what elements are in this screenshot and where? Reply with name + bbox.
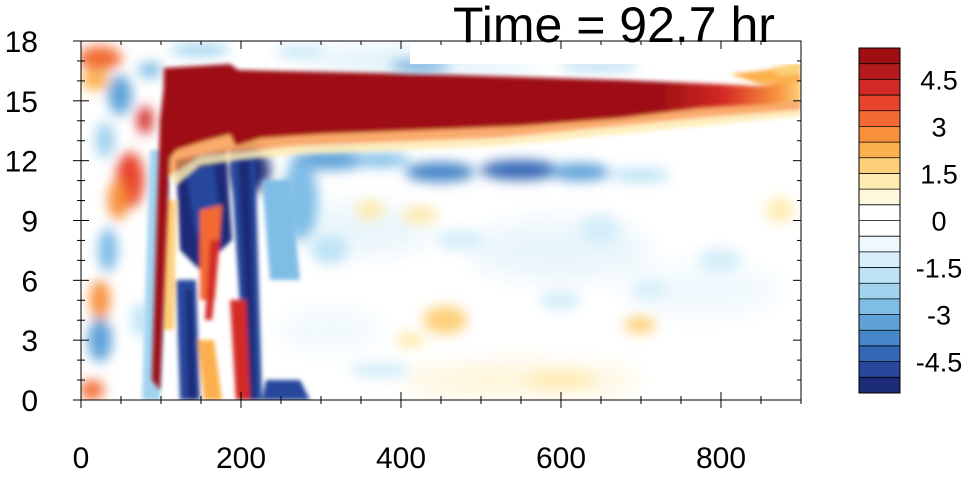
title-background (410, 0, 830, 64)
y-axis: 0 3 6 9 12 15 18 (5, 26, 801, 418)
y-tick-label: 12 (5, 146, 38, 179)
colorbar-swatch (859, 157, 900, 174)
chart-title: Time = 92.7 hr (453, 0, 775, 53)
colorbar-tick-label: 0 (931, 207, 946, 237)
colorbar-swatch (859, 251, 900, 268)
colorbar-swatch (859, 283, 900, 300)
y-tick-label: 6 (21, 265, 38, 298)
colorbar-swatch (859, 189, 900, 206)
colorbar-swatch (859, 204, 900, 221)
y-tick-label: 3 (21, 325, 38, 358)
colorbar-frame (858, 47, 901, 394)
x-tick-label: 400 (376, 442, 426, 473)
x-tick-label: 0 (73, 442, 90, 473)
colorbar-swatch (859, 79, 900, 96)
x-axis: 0 200 400 600 800 (73, 41, 802, 475)
x-tick-label: 200 (216, 442, 266, 473)
colorbar-swatch (859, 126, 900, 143)
colorbar-tick-label: -1.5 (916, 254, 963, 284)
y-tick-label: 18 (5, 26, 38, 59)
colorbar-tick-label: 1.5 (920, 159, 958, 189)
colorbar-swatch (859, 345, 900, 362)
contour-field (81, 41, 801, 400)
colorbar-swatch (859, 63, 900, 80)
colorbar-tick-label: -4.5 (916, 348, 963, 378)
colorbar-tick-label: 4.5 (920, 65, 958, 95)
colorbar-swatch (859, 220, 900, 237)
colorbar-tick-label: -3 (927, 301, 951, 331)
colorbar-swatch (859, 377, 900, 394)
y-tick-label: 15 (5, 86, 38, 119)
x-tick-label: 800 (696, 442, 746, 473)
colorbar-swatch (859, 48, 900, 64)
colorbar-swatch (859, 267, 900, 284)
colorbar-swatch (859, 95, 900, 112)
colorbar-swatch (859, 314, 900, 331)
colorbar-swatch (859, 236, 900, 253)
x-tick-label: 600 (536, 442, 586, 473)
colorbar: 4.5 3 1.5 0 -1.5 -3 -4.5 (858, 47, 963, 394)
colorbar-swatch (859, 330, 900, 347)
y-tick-label: 0 (21, 385, 38, 418)
y-tick-label: 9 (21, 206, 38, 239)
colorbar-swatch (859, 110, 900, 127)
colorbar-swatch (859, 142, 900, 159)
colorbar-tick-label: 3 (931, 112, 946, 142)
colorbar-swatch (859, 361, 900, 378)
colorbar-swatch (859, 298, 900, 315)
colorbar-swatch (859, 173, 900, 190)
